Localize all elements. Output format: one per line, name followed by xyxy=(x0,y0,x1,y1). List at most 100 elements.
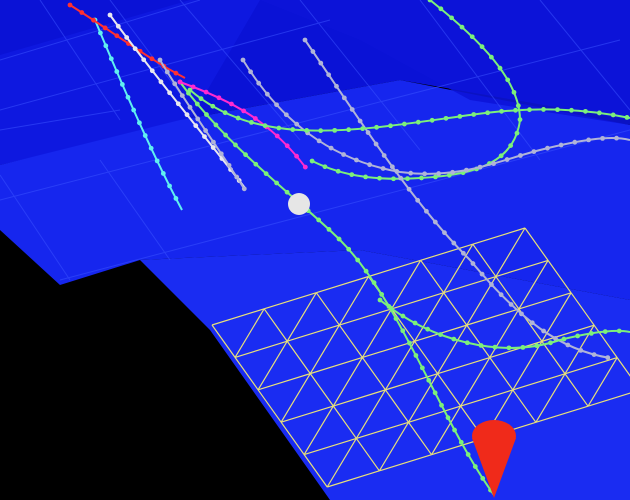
trajectory-green-main-point xyxy=(204,112,209,117)
trajectory-green-3-point xyxy=(513,107,518,113)
trajectory-green-upper-point xyxy=(419,175,424,181)
trajectory-green-4-point xyxy=(412,320,418,326)
trajectory-green-main-point xyxy=(419,365,425,371)
trajectory-gray-point xyxy=(406,186,412,192)
trajectory-red-point xyxy=(173,70,179,76)
mesh-edge xyxy=(547,260,572,294)
mesh-edge xyxy=(587,392,630,407)
mesh-edge xyxy=(355,389,386,439)
mesh-edge xyxy=(257,389,282,423)
trajectory-gray-2-point xyxy=(408,170,414,176)
trajectory-gray-2-point xyxy=(477,164,483,170)
trajectory-gray-2-point xyxy=(283,112,289,118)
trajectory-gray-2-point xyxy=(450,169,455,175)
trajectory-gray-2-point xyxy=(367,162,373,168)
trajectory-green-upper-point xyxy=(511,89,517,95)
mesh-edge xyxy=(286,340,311,374)
mesh-edge xyxy=(414,340,439,375)
trajectory-cyan-point xyxy=(154,158,160,164)
trajectory-green-main-point xyxy=(284,189,290,195)
trajectory-gray-point xyxy=(326,72,332,78)
mesh-edge xyxy=(327,470,380,488)
mesh-edge xyxy=(333,389,386,407)
mesh-edge xyxy=(570,292,595,326)
mesh-edge xyxy=(384,389,409,423)
trajectory-gray-2-point xyxy=(341,152,346,157)
mesh-edge xyxy=(263,308,288,342)
trajectory-green-upper-point xyxy=(335,168,341,174)
trajectory-green-upper-point xyxy=(391,176,396,182)
terrain-grid xyxy=(0,0,630,281)
trajectory-red-point xyxy=(149,56,155,62)
trajectory-green-main-point xyxy=(371,280,377,286)
mesh-edge xyxy=(332,405,357,439)
trajectory-green-main-point xyxy=(363,268,369,274)
mesh-edge xyxy=(280,405,334,423)
mesh-edge xyxy=(437,373,462,407)
trajectory-gray-2-point xyxy=(518,153,523,158)
mesh-edge xyxy=(361,357,386,391)
trajectory-green-4-point xyxy=(377,297,383,303)
trajectory-green-upper-point xyxy=(469,34,475,40)
mesh-edge xyxy=(541,324,595,342)
trajectory-green-4-point xyxy=(602,329,608,334)
trajectory-green-3-point xyxy=(388,123,393,129)
mesh-edge xyxy=(310,356,363,375)
trajectory-green-upper-point xyxy=(517,117,523,122)
trajectory-green-main-point xyxy=(458,439,464,445)
mesh-edge xyxy=(443,292,468,326)
mesh-edge xyxy=(460,357,491,407)
trajectory-green-4-point xyxy=(492,344,498,350)
mesh-edge xyxy=(234,308,265,358)
mesh-edge xyxy=(541,341,566,375)
trajectory-green-main-point xyxy=(465,452,471,457)
trajectory-gray-point xyxy=(310,49,316,54)
trajectory-gray-3-point xyxy=(203,128,208,133)
mesh-edge xyxy=(495,227,526,277)
trajectory-gray-point xyxy=(578,347,584,353)
trajectory-green-3-point xyxy=(374,124,379,130)
mesh-edge xyxy=(391,260,422,310)
ball-object[interactable] xyxy=(288,193,310,215)
trajectory-gray-2-point xyxy=(531,149,537,155)
trajectory-green-main-point xyxy=(263,171,269,177)
mesh-edge xyxy=(437,356,490,375)
trajectory-gray-point xyxy=(489,282,494,287)
mesh-edge xyxy=(378,421,410,472)
mesh-edge xyxy=(472,227,526,245)
trajectory-green-3-point xyxy=(457,113,463,119)
trajectory-gray-2-point xyxy=(394,169,400,174)
mesh-edge xyxy=(443,243,474,294)
mesh-edge xyxy=(315,292,340,326)
trajectory-white-point xyxy=(210,145,216,150)
trajectory-green-3-point xyxy=(304,128,310,133)
trajectory-gray-point xyxy=(498,292,504,298)
mesh-edge xyxy=(414,292,445,342)
trajectory-gray-point xyxy=(553,336,558,341)
trajectory-green-upper-point xyxy=(459,24,465,30)
trajectory-green-upper-point xyxy=(405,176,410,182)
trajectory-green-upper-point xyxy=(449,15,454,21)
trajectory-green-3-point xyxy=(527,107,532,113)
trajectory-gray-2-point xyxy=(436,171,442,176)
trajectory-gray-3-point xyxy=(179,93,185,98)
trajectory-green-main-point xyxy=(393,316,399,321)
red-cone-marker[interactable] xyxy=(472,420,516,498)
trajectory-green-main-point xyxy=(439,402,444,408)
trajectory-green-3-point xyxy=(541,107,546,112)
trajectory-cyan-point xyxy=(148,145,154,151)
trajectory-gray-2-point xyxy=(558,142,564,148)
trajectory-gray-3-point xyxy=(211,139,216,145)
mesh-edge xyxy=(384,340,416,391)
trajectory-green-3-point xyxy=(290,127,296,132)
mesh-edge xyxy=(391,308,416,342)
trajectory-white-point xyxy=(193,123,199,129)
trajectory-gray-point xyxy=(519,311,524,317)
trajectory-green-main-point xyxy=(243,152,248,158)
mesh-edge xyxy=(408,405,461,423)
trajectory-gray-2-point xyxy=(586,137,592,143)
trajectory-red-point xyxy=(114,33,120,39)
trajectory-green-4-point xyxy=(388,305,394,311)
